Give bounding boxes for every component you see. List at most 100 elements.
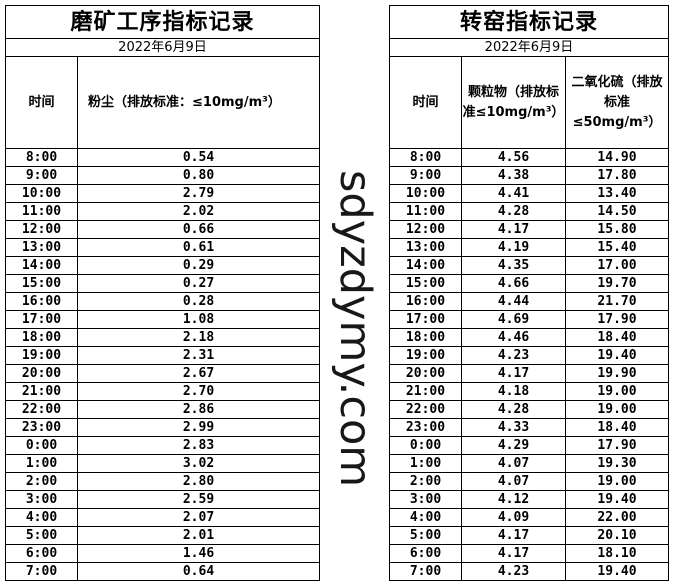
- table-row: 20:00 4.17 19.90: [389, 364, 669, 383]
- table-row: 18:00 2.18: [5, 328, 320, 347]
- time-cell: 17:00: [5, 310, 78, 329]
- time-cell: 22:00: [389, 400, 462, 419]
- particulate-cell: 4.07: [461, 454, 566, 473]
- so2-cell: 14.90: [565, 148, 669, 167]
- table-row: 2:00 2.80: [5, 472, 320, 491]
- particulate-cell: 4.69: [461, 310, 566, 329]
- table-row: 13:00 4.19 15.40: [389, 238, 669, 257]
- time-cell: 1:00: [5, 454, 78, 473]
- table-row: 3:00 4.12 19.40: [389, 490, 669, 509]
- table-row: 7:00 0.64: [5, 562, 320, 581]
- table-row: 10:00 2.79: [5, 184, 320, 203]
- table-row: 9:00 4.38 17.80: [389, 166, 669, 185]
- time-cell: 5:00: [5, 526, 78, 545]
- table-row: 20:00 2.67: [5, 364, 320, 383]
- table-row: 9:00 0.80: [5, 166, 320, 185]
- dust-cell: 0.28: [77, 292, 320, 311]
- particulate-cell: 4.33: [461, 418, 566, 437]
- particulate-cell: 4.23: [461, 562, 566, 581]
- time-cell: 23:00: [389, 418, 462, 437]
- dust-cell: 2.01: [77, 526, 320, 545]
- so2-cell: 18.40: [565, 418, 669, 437]
- table-row: 12:00 4.17 15.80: [389, 220, 669, 239]
- table-row: 4:00 2.07: [5, 508, 320, 527]
- dust-cell: 0.80: [77, 166, 320, 185]
- time-cell: 7:00: [389, 562, 462, 581]
- dust-cell: 0.54: [77, 148, 320, 167]
- table-row: 6:00 4.17 18.10: [389, 544, 669, 563]
- kiln-table: 转窑指标记录 2022年6月9日 时间 颗粒物（排放标准≤10mg/m³） 二氧…: [389, 5, 669, 581]
- dust-cell: 2.79: [77, 184, 320, 203]
- table-row: 19:00 2.31: [5, 346, 320, 365]
- so2-cell: 15.80: [565, 220, 669, 239]
- table-row: 1:00 4.07 19.30: [389, 454, 669, 473]
- time-cell: 2:00: [5, 472, 78, 491]
- so2-cell: 17.90: [565, 436, 669, 455]
- time-cell: 14:00: [5, 256, 78, 275]
- dust-cell: 2.80: [77, 472, 320, 491]
- dust-cell: 0.64: [77, 562, 320, 581]
- time-cell: 1:00: [389, 454, 462, 473]
- table-row: 3:00 2.59: [5, 490, 320, 509]
- particulate-cell: 4.17: [461, 544, 566, 563]
- particulate-cell: 4.38: [461, 166, 566, 185]
- particulate-cell: 4.29: [461, 436, 566, 455]
- so2-cell: 20.10: [565, 526, 669, 545]
- table-row: 18:00 4.46 18.40: [389, 328, 669, 347]
- time-cell: 8:00: [389, 148, 462, 167]
- table-title: 磨矿工序指标记录: [5, 5, 320, 39]
- particulate-cell: 4.07: [461, 472, 566, 491]
- time-cell: 4:00: [5, 508, 78, 527]
- dust-cell: 0.29: [77, 256, 320, 275]
- time-cell: 20:00: [5, 364, 78, 383]
- time-cell: 9:00: [5, 166, 78, 185]
- table-row: 1:00 3.02: [5, 454, 320, 473]
- time-cell: 16:00: [5, 292, 78, 311]
- time-cell: 10:00: [5, 184, 78, 203]
- time-cell: 6:00: [389, 544, 462, 563]
- table-row: 0:00 4.29 17.90: [389, 436, 669, 455]
- time-cell: 8:00: [5, 148, 78, 167]
- dust-cell: 2.83: [77, 436, 320, 455]
- so2-cell: 19.90: [565, 364, 669, 383]
- time-cell: 3:00: [389, 490, 462, 509]
- table-row: 8:00 0.54: [5, 148, 320, 167]
- so2-cell: 13.40: [565, 184, 669, 203]
- particulate-cell: 4.09: [461, 508, 566, 527]
- so2-cell: 15.40: [565, 238, 669, 257]
- so2-cell: 18.40: [565, 328, 669, 347]
- dust-cell: 0.61: [77, 238, 320, 257]
- table-row: 12:00 0.66: [5, 220, 320, 239]
- watermark: sdyzdymy.com: [330, 170, 380, 488]
- time-cell: 18:00: [389, 328, 462, 347]
- table-row: 17:00 4.69 17.90: [389, 310, 669, 329]
- dust-cell: 2.67: [77, 364, 320, 383]
- dust-cell: 2.70: [77, 382, 320, 401]
- time-cell: 18:00: [5, 328, 78, 347]
- table-row: 22:00 4.28 19.00: [389, 400, 669, 419]
- particulate-cell: 4.17: [461, 526, 566, 545]
- time-cell: 10:00: [389, 184, 462, 203]
- so2-cell: 17.90: [565, 310, 669, 329]
- header-particulate: 颗粒物（排放标准≤10mg/m³）: [461, 56, 566, 149]
- so2-cell: 22.00: [565, 508, 669, 527]
- time-cell: 19:00: [5, 346, 78, 365]
- time-cell: 12:00: [5, 220, 78, 239]
- time-cell: 19:00: [389, 346, 462, 365]
- particulate-cell: 4.56: [461, 148, 566, 167]
- time-cell: 0:00: [5, 436, 78, 455]
- table-row: 15:00 0.27: [5, 274, 320, 293]
- header-time: 时间: [389, 56, 462, 149]
- table-row: 14:00 0.29: [5, 256, 320, 275]
- table-row: 23:00 2.99: [5, 418, 320, 437]
- header-so2: 二氧化硫（排放标准≤50mg/m³）: [565, 56, 669, 149]
- time-cell: 11:00: [5, 202, 78, 221]
- header-dust: 粉尘（排放标准：≤10mg/m³）: [77, 56, 320, 149]
- table-row: 15:00 4.66 19.70: [389, 274, 669, 293]
- table-row: 13:00 0.61: [5, 238, 320, 257]
- particulate-cell: 4.66: [461, 274, 566, 293]
- table-row: 5:00 4.17 20.10: [389, 526, 669, 545]
- so2-cell: 19.00: [565, 382, 669, 401]
- time-cell: 11:00: [389, 202, 462, 221]
- table-row: 14:00 4.35 17.00: [389, 256, 669, 275]
